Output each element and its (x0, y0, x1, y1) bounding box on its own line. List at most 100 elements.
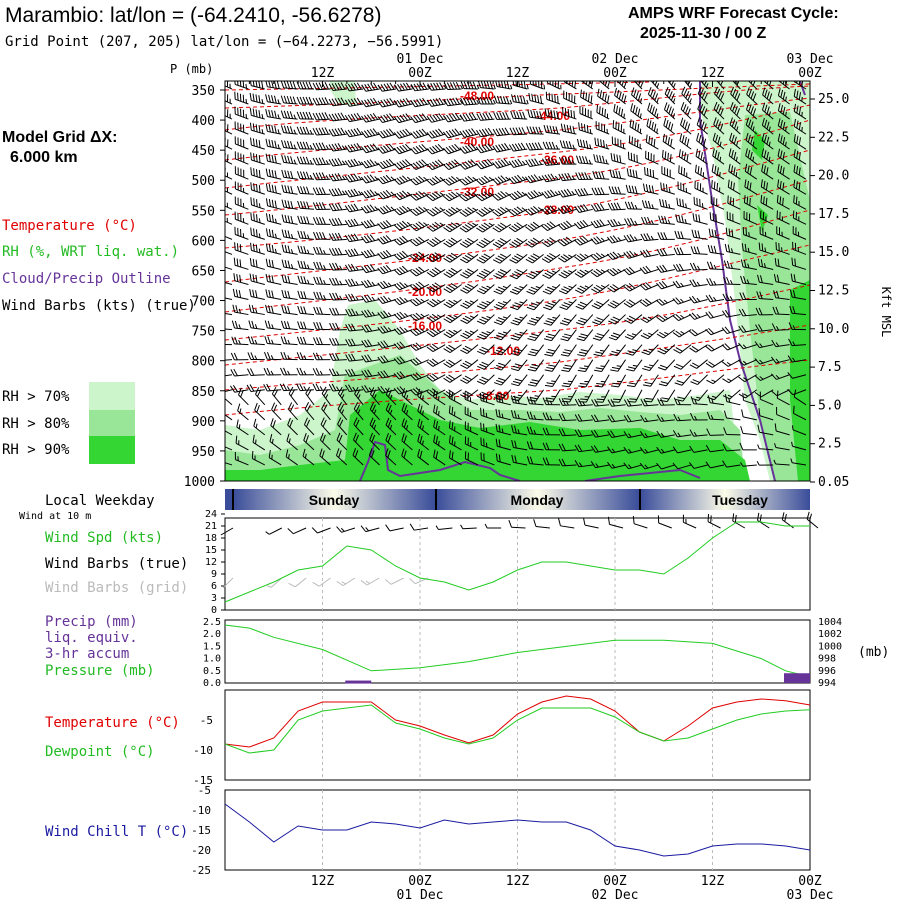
barb-flag (331, 113, 337, 121)
barb-flag (303, 291, 307, 299)
barb-flag (429, 115, 435, 122)
barb-flag (460, 319, 468, 324)
barb-flag (476, 129, 482, 137)
barb-flag (463, 81, 468, 89)
barb-flag (296, 336, 301, 345)
barb-flag (315, 367, 320, 376)
barb-staff (516, 269, 528, 280)
xs-wind-barb (642, 183, 659, 195)
xs-wind-barb (393, 281, 413, 291)
xs-wind-barb (544, 374, 561, 388)
barb-flag (454, 143, 461, 151)
barb-flag (434, 160, 441, 167)
xs-wind-barb (281, 169, 298, 180)
xs-wind-barb (476, 127, 495, 138)
barb-flag (495, 144, 501, 152)
xs-wind-barb (525, 237, 544, 248)
xs-wind-barb (495, 394, 511, 406)
barb-flag (431, 192, 439, 199)
barb-flag (545, 91, 548, 100)
barb-flag (483, 238, 491, 243)
xs-wind-barb (336, 432, 348, 451)
barb-flag (598, 171, 602, 179)
barb-flag (234, 320, 238, 329)
barb-flag (421, 159, 428, 166)
xs-wind-barb (344, 233, 364, 243)
barb-flag (380, 326, 386, 333)
barb-staff (267, 281, 282, 285)
barb-flag (393, 254, 400, 261)
barb-flag (348, 338, 353, 346)
barb-flag (340, 112, 346, 120)
xs-wind-barb (492, 175, 511, 185)
xs-wind-barb (511, 425, 528, 436)
barb-flag (567, 156, 572, 165)
barb-flag (467, 222, 475, 228)
xs-wind-barb (526, 441, 544, 451)
barb-flag (567, 108, 570, 117)
xs-wind-barb (417, 418, 430, 436)
barb-flag (226, 94, 229, 102)
barb-half (455, 192, 461, 196)
barb-flag (558, 257, 565, 263)
barb-flag (387, 389, 392, 398)
barb-flag (366, 279, 373, 287)
barb-flag (217, 420, 223, 428)
xs-wind-barb (234, 136, 249, 150)
barb-flag (573, 110, 576, 119)
barb-staff (546, 208, 561, 215)
barb-staff (251, 234, 265, 240)
barb-flag (356, 97, 362, 105)
barb-flag (268, 154, 271, 162)
xs-wind-barb (690, 246, 708, 255)
barb-staff (466, 344, 479, 354)
xs-wind-barb (494, 81, 513, 90)
xs-wind-barb (393, 250, 413, 261)
barb-flag (281, 184, 285, 193)
xs-wind-barb (606, 267, 626, 277)
xs-wind-barb (640, 314, 659, 324)
barb-staff (417, 456, 430, 466)
barb-flag (234, 106, 236, 115)
barb-staff (552, 374, 561, 387)
xs-wind-barb (231, 336, 249, 346)
barb-flag (299, 156, 304, 164)
barb-flag (344, 190, 350, 198)
barb-staff (449, 442, 462, 451)
barb-staff (513, 402, 528, 406)
p-axis-label: P (mb) (170, 62, 213, 76)
xs-wind-barb (280, 125, 298, 135)
barb-flag (493, 397, 502, 401)
barb-flag (318, 157, 323, 165)
barb-staff (432, 359, 446, 367)
barb-flag (344, 130, 350, 138)
barb-flag (227, 154, 229, 162)
barb-flag (464, 390, 472, 396)
barb-flag (215, 337, 218, 344)
xs-wind-barb (510, 299, 528, 311)
xs-wind-barb (377, 190, 397, 200)
barb-flag (499, 253, 508, 259)
barb-flag (348, 369, 353, 377)
barb-flag (268, 124, 271, 133)
barb-flag (412, 358, 420, 365)
barb-flag (479, 333, 487, 338)
barb-flag (337, 232, 343, 240)
barb-half (287, 339, 291, 345)
temperature-labels: -48.00 -44.00 -40.00 -36.00 -32.00 -28.0… (408, 89, 574, 403)
xs-wind-barb (234, 452, 249, 466)
barb-flag (418, 191, 425, 197)
xs-wind-barb (459, 253, 479, 264)
barb-flag (300, 321, 304, 329)
barb-half (554, 191, 559, 196)
barb-staff (349, 314, 364, 317)
barb-flag (265, 258, 269, 267)
barb-flag (242, 94, 245, 103)
barb-staff (644, 174, 659, 180)
barb-flag (366, 264, 373, 272)
barb-flag (340, 127, 346, 135)
barb-flag (519, 95, 523, 104)
barb-half (339, 280, 343, 285)
barb-staff (283, 191, 298, 195)
barb-flag (492, 194, 499, 201)
